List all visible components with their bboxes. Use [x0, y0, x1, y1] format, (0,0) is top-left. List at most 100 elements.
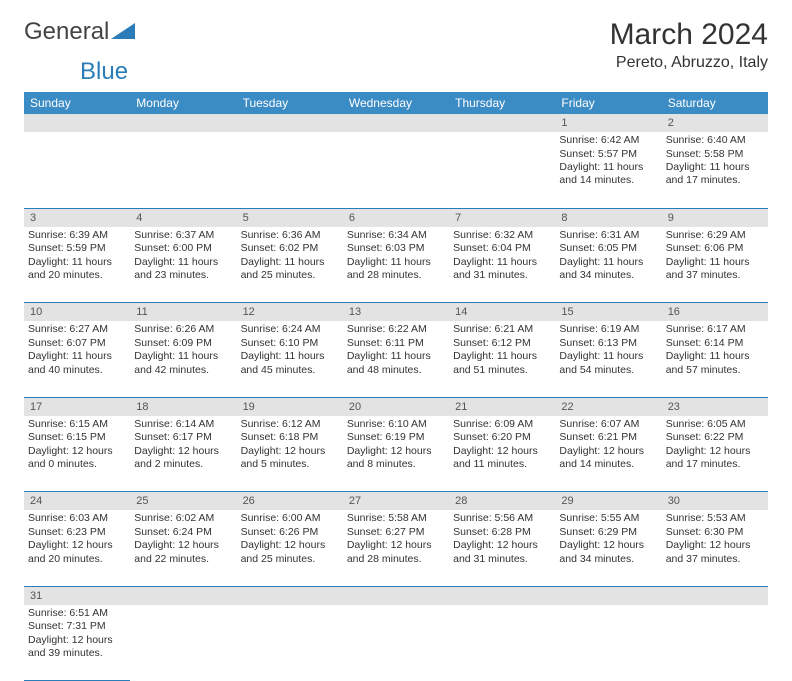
sunset-line: Sunset: 6:23 PM: [28, 526, 126, 539]
day-cell: Sunrise: 6:29 AMSunset: 6:06 PMDaylight:…: [662, 227, 768, 303]
calendar-table: SundayMondayTuesdayWednesdayThursdayFrid…: [24, 92, 768, 681]
day-cell: [130, 605, 236, 681]
daylight-line: Daylight: 12 hours and 28 minutes.: [347, 539, 445, 566]
daylight-line: Daylight: 11 hours and 40 minutes.: [28, 350, 126, 377]
day-number-cell: 4: [130, 208, 236, 227]
logo-text-1: General: [24, 18, 109, 46]
sunset-line: Sunset: 6:29 PM: [559, 526, 657, 539]
day-number-cell: 2: [662, 114, 768, 132]
day-cell: Sunrise: 6:09 AMSunset: 6:20 PMDaylight:…: [449, 416, 555, 492]
day-number-cell: 31: [24, 586, 130, 605]
sunrise-line: Sunrise: 6:12 AM: [241, 418, 339, 431]
day-cell: Sunrise: 6:14 AMSunset: 6:17 PMDaylight:…: [130, 416, 236, 492]
daylight-line: Daylight: 11 hours and 45 minutes.: [241, 350, 339, 377]
sunset-line: Sunset: 6:14 PM: [666, 337, 764, 350]
sunrise-line: Sunrise: 6:32 AM: [453, 229, 551, 242]
daylight-line: Daylight: 11 hours and 51 minutes.: [453, 350, 551, 377]
day-cell: Sunrise: 6:12 AMSunset: 6:18 PMDaylight:…: [237, 416, 343, 492]
day-cell: Sunrise: 6:00 AMSunset: 6:26 PMDaylight:…: [237, 510, 343, 586]
day-number-cell: [449, 586, 555, 605]
day-number-cell: 22: [555, 397, 661, 416]
daylight-line: Daylight: 11 hours and 42 minutes.: [134, 350, 232, 377]
week-row: Sunrise: 6:39 AMSunset: 5:59 PMDaylight:…: [24, 227, 768, 303]
day-cell: [343, 605, 449, 681]
weekday-header-row: SundayMondayTuesdayWednesdayThursdayFrid…: [24, 92, 768, 114]
sunrise-line: Sunrise: 6:34 AM: [347, 229, 445, 242]
daylight-line: Daylight: 11 hours and 37 minutes.: [666, 256, 764, 283]
sunset-line: Sunset: 6:30 PM: [666, 526, 764, 539]
sunrise-line: Sunrise: 6:17 AM: [666, 323, 764, 336]
daynum-row: 24252627282930: [24, 492, 768, 511]
day-number-cell: 9: [662, 208, 768, 227]
daylight-line: Daylight: 12 hours and 5 minutes.: [241, 445, 339, 472]
daylight-line: Daylight: 11 hours and 31 minutes.: [453, 256, 551, 283]
day-number-cell: 21: [449, 397, 555, 416]
day-cell: Sunrise: 6:21 AMSunset: 6:12 PMDaylight:…: [449, 321, 555, 397]
sunset-line: Sunset: 6:10 PM: [241, 337, 339, 350]
sunrise-line: Sunrise: 6:24 AM: [241, 323, 339, 336]
sunset-line: Sunset: 6:18 PM: [241, 431, 339, 444]
daylight-line: Daylight: 11 hours and 28 minutes.: [347, 256, 445, 283]
day-number-cell: 7: [449, 208, 555, 227]
day-cell: Sunrise: 6:19 AMSunset: 6:13 PMDaylight:…: [555, 321, 661, 397]
daylight-line: Daylight: 12 hours and 31 minutes.: [453, 539, 551, 566]
sunrise-line: Sunrise: 6:22 AM: [347, 323, 445, 336]
daynum-row: 3456789: [24, 208, 768, 227]
location-label: Pereto, Abruzzo, Italy: [610, 54, 768, 72]
sunrise-line: Sunrise: 6:31 AM: [559, 229, 657, 242]
day-number-cell: 30: [662, 492, 768, 511]
day-number-cell: [130, 114, 236, 132]
day-number-cell: 27: [343, 492, 449, 511]
weekday-header: Tuesday: [237, 92, 343, 114]
sunset-line: Sunset: 6:13 PM: [559, 337, 657, 350]
day-number-cell: [130, 586, 236, 605]
week-row: Sunrise: 6:27 AMSunset: 6:07 PMDaylight:…: [24, 321, 768, 397]
sunset-line: Sunset: 5:57 PM: [559, 148, 657, 161]
sunset-line: Sunset: 6:05 PM: [559, 242, 657, 255]
weekday-header: Saturday: [662, 92, 768, 114]
day-cell: Sunrise: 5:58 AMSunset: 6:27 PMDaylight:…: [343, 510, 449, 586]
day-number-cell: 26: [237, 492, 343, 511]
day-cell: Sunrise: 6:05 AMSunset: 6:22 PMDaylight:…: [662, 416, 768, 492]
sunset-line: Sunset: 6:17 PM: [134, 431, 232, 444]
sunrise-line: Sunrise: 6:27 AM: [28, 323, 126, 336]
sunrise-line: Sunrise: 5:55 AM: [559, 512, 657, 525]
day-cell: [449, 132, 555, 208]
day-number-cell: 19: [237, 397, 343, 416]
sunset-line: Sunset: 6:20 PM: [453, 431, 551, 444]
sunrise-line: Sunrise: 6:37 AM: [134, 229, 232, 242]
sunrise-line: Sunrise: 6:26 AM: [134, 323, 232, 336]
day-cell: Sunrise: 6:27 AMSunset: 6:07 PMDaylight:…: [24, 321, 130, 397]
sunset-line: Sunset: 6:24 PM: [134, 526, 232, 539]
sunrise-line: Sunrise: 6:07 AM: [559, 418, 657, 431]
logo-triangle-icon: [111, 18, 135, 46]
sunrise-line: Sunrise: 6:15 AM: [28, 418, 126, 431]
sunset-line: Sunset: 6:26 PM: [241, 526, 339, 539]
sunrise-line: Sunrise: 5:58 AM: [347, 512, 445, 525]
daylight-line: Daylight: 12 hours and 25 minutes.: [241, 539, 339, 566]
day-number-cell: [662, 586, 768, 605]
day-cell: Sunrise: 6:42 AMSunset: 5:57 PMDaylight:…: [555, 132, 661, 208]
weekday-header: Sunday: [24, 92, 130, 114]
daylight-line: Daylight: 12 hours and 14 minutes.: [559, 445, 657, 472]
day-number-cell: [237, 586, 343, 605]
week-row: Sunrise: 6:42 AMSunset: 5:57 PMDaylight:…: [24, 132, 768, 208]
day-number-cell: [24, 114, 130, 132]
page-title: March 2024: [610, 18, 768, 52]
sunrise-line: Sunrise: 6:05 AM: [666, 418, 764, 431]
sunrise-line: Sunrise: 6:09 AM: [453, 418, 551, 431]
week-row: Sunrise: 6:51 AMSunset: 7:31 PMDaylight:…: [24, 605, 768, 681]
day-cell: [237, 605, 343, 681]
day-cell: Sunrise: 6:26 AMSunset: 6:09 PMDaylight:…: [130, 321, 236, 397]
day-number-cell: [343, 114, 449, 132]
day-cell: Sunrise: 6:22 AMSunset: 6:11 PMDaylight:…: [343, 321, 449, 397]
day-cell: [555, 605, 661, 681]
sunrise-line: Sunrise: 6:36 AM: [241, 229, 339, 242]
day-number-cell: 15: [555, 303, 661, 322]
day-cell: [24, 132, 130, 208]
day-number-cell: 24: [24, 492, 130, 511]
day-cell: Sunrise: 6:17 AMSunset: 6:14 PMDaylight:…: [662, 321, 768, 397]
daylight-line: Daylight: 12 hours and 11 minutes.: [453, 445, 551, 472]
day-cell: Sunrise: 5:56 AMSunset: 6:28 PMDaylight:…: [449, 510, 555, 586]
week-row: Sunrise: 6:15 AMSunset: 6:15 PMDaylight:…: [24, 416, 768, 492]
